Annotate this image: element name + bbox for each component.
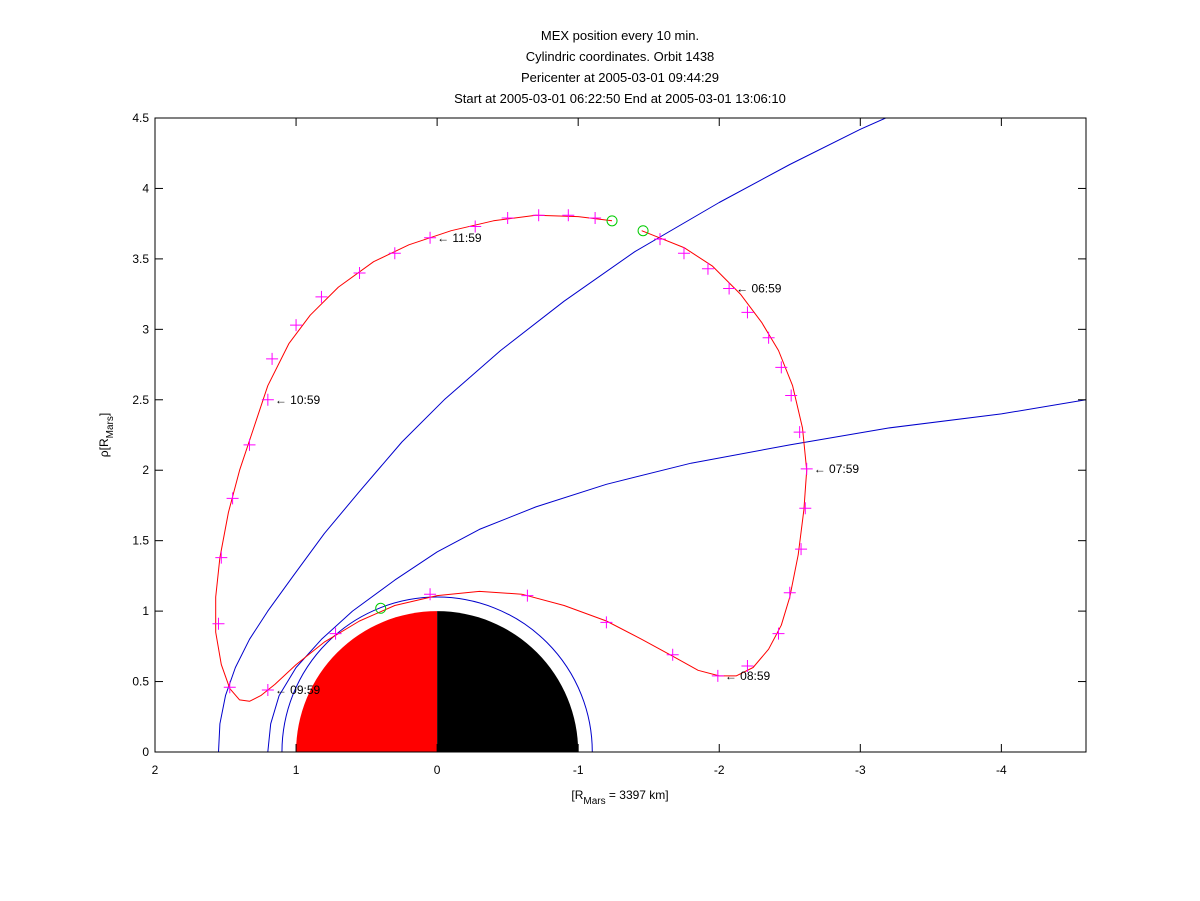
x-axis-ticks: 2 1 0 -1 -2 -3 -4 [152, 118, 1007, 777]
x-tick-label: 0 [434, 763, 441, 777]
y-axis-label: ρ[RMars] [97, 413, 116, 457]
y-tick-label: 1 [142, 604, 149, 618]
orbit-marker [501, 212, 514, 225]
orbit-marker [266, 352, 279, 365]
axes-frame [154, 117, 1087, 753]
orbit-marker [795, 543, 808, 556]
circle-marker [375, 602, 387, 614]
orbit-marker [600, 616, 613, 629]
circle-marker [606, 215, 618, 227]
orbit-marker [701, 262, 714, 275]
orbit-marker [215, 551, 228, 564]
time-label: ← 11:59 [437, 231, 482, 245]
x-axis-label: [RMars = 3397 km] [571, 788, 668, 807]
mars-dayside [296, 611, 438, 752]
orbit-marker [290, 319, 303, 332]
x-tick-label: -2 [714, 763, 725, 777]
x-tick-label: -3 [855, 763, 866, 777]
y-tick-label: 1.5 [132, 534, 149, 548]
bow-shock-line [218, 118, 886, 752]
y-tick-label: 4.5 [132, 111, 149, 125]
orbit-marker [223, 681, 236, 694]
y-axis-ticks: 0 0.5 1 1.5 2 2.5 3 3.5 4 4.5 [132, 111, 1086, 759]
y-tick-label: 0.5 [132, 675, 149, 689]
mars-nightside [437, 611, 579, 752]
orbit-marker [226, 492, 239, 505]
title-line-3: Pericenter at 2005-03-01 09:44:29 [521, 70, 719, 85]
title-line-2: Cylindric coordinates. Orbit 1438 [526, 49, 715, 64]
orbit-marker [469, 220, 482, 233]
y-tick-label: 2 [142, 463, 149, 477]
time-label: ← 07:59 [814, 462, 860, 476]
circle-marker [637, 225, 649, 237]
orbit-marker [799, 502, 812, 515]
y-tick-label: 0 [142, 745, 149, 759]
time-label: ← 09:59 [275, 683, 321, 697]
orbit-marker [329, 627, 342, 640]
y-tick-label: 3 [142, 322, 149, 336]
time-label: ← 08:59 [725, 669, 771, 683]
orbit-marker [424, 588, 437, 601]
orbit-marker [775, 361, 788, 374]
orbit-marker [741, 306, 754, 319]
orbit-marker [783, 586, 796, 599]
orbit-marker [677, 247, 690, 260]
orbit-marker [315, 290, 328, 303]
orbit-marker [353, 266, 366, 279]
title-line-1: MEX position every 10 min. [541, 28, 699, 43]
plot-area [212, 118, 1086, 752]
orbit-marker [521, 589, 534, 602]
orbit-marker [785, 389, 798, 402]
orbit-marker [589, 212, 602, 225]
orbit-marker [772, 627, 785, 640]
orbit-marker [762, 331, 775, 344]
x-tick-label: -4 [996, 763, 1007, 777]
time-label: ← 06:59 [736, 281, 782, 295]
orbit-marker [653, 233, 666, 246]
orbit-marker [261, 393, 274, 406]
y-tick-label: 3.5 [132, 252, 149, 266]
orbit-marker [723, 282, 736, 295]
x-tick-label: 2 [152, 763, 159, 777]
y-tick-label: 4 [142, 181, 149, 195]
orbit-marker [261, 684, 274, 697]
x-tick-label: -1 [573, 763, 584, 777]
orbit-marker [424, 231, 437, 244]
orbit-marker [532, 209, 545, 222]
orbit-marker [800, 462, 813, 475]
x-tick-label: 1 [293, 763, 300, 777]
chart-title: MEX position every 10 min. Cylindric coo… [454, 28, 786, 106]
y-tick-label: 2.5 [132, 393, 149, 407]
magnetic-pileup-boundary-line [267, 399, 1086, 752]
orbit-marker [243, 438, 256, 451]
orbit-trajectory-line [215, 214, 808, 702]
orbit-marker [666, 648, 679, 661]
orbit-marker [388, 247, 401, 260]
orbit-marker [741, 660, 754, 673]
orbit-marker [793, 426, 806, 439]
mars-outer-ring [281, 597, 593, 752]
orbit-marker [212, 617, 225, 630]
orbit-marker [711, 669, 724, 682]
orbit-marker [562, 209, 575, 222]
title-line-4: Start at 2005-03-01 06:22:50 End at 2005… [454, 91, 786, 106]
time-label: ← 10:59 [275, 393, 321, 407]
